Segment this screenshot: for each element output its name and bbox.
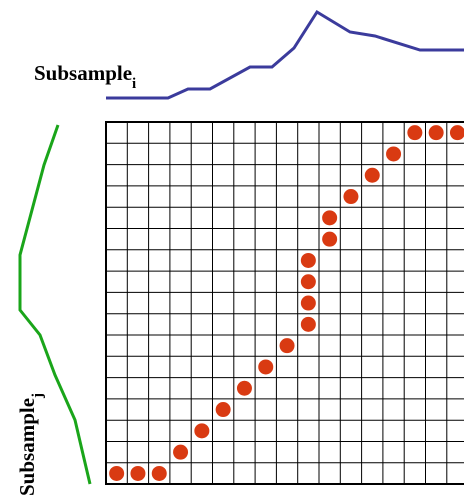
label-subscript: i xyxy=(132,76,136,92)
path-dot xyxy=(215,402,231,418)
path-dot xyxy=(300,295,316,311)
path-dot xyxy=(258,359,274,375)
label-text: Subsample xyxy=(15,398,39,496)
path-dot xyxy=(300,252,316,268)
label-text: Subsample xyxy=(34,61,132,85)
path-dot xyxy=(279,338,295,354)
grid-border xyxy=(105,121,464,485)
alignment-grid xyxy=(106,122,464,485)
path-dot xyxy=(151,465,167,481)
path-dot xyxy=(236,380,252,396)
label-subscript: j xyxy=(30,393,46,399)
series-j-curve xyxy=(18,124,92,485)
label-subsample-j: Subsamplej xyxy=(15,393,46,496)
path-dot xyxy=(449,125,464,141)
path-dot xyxy=(343,189,359,205)
series-i-curve xyxy=(106,9,464,100)
path-dot xyxy=(386,146,402,162)
path-dot xyxy=(130,465,146,481)
path-dot xyxy=(428,125,444,141)
path-dot xyxy=(407,125,423,141)
warping-path xyxy=(109,125,464,481)
path-dot xyxy=(173,444,189,460)
path-dot xyxy=(322,231,338,247)
path-dot xyxy=(364,167,380,183)
path-dot xyxy=(300,316,316,332)
path-dot xyxy=(194,423,210,439)
path-dot xyxy=(322,210,338,226)
path-dot xyxy=(300,274,316,290)
label-subsample-i: Subsamplei xyxy=(34,61,136,92)
path-dot xyxy=(109,465,125,481)
